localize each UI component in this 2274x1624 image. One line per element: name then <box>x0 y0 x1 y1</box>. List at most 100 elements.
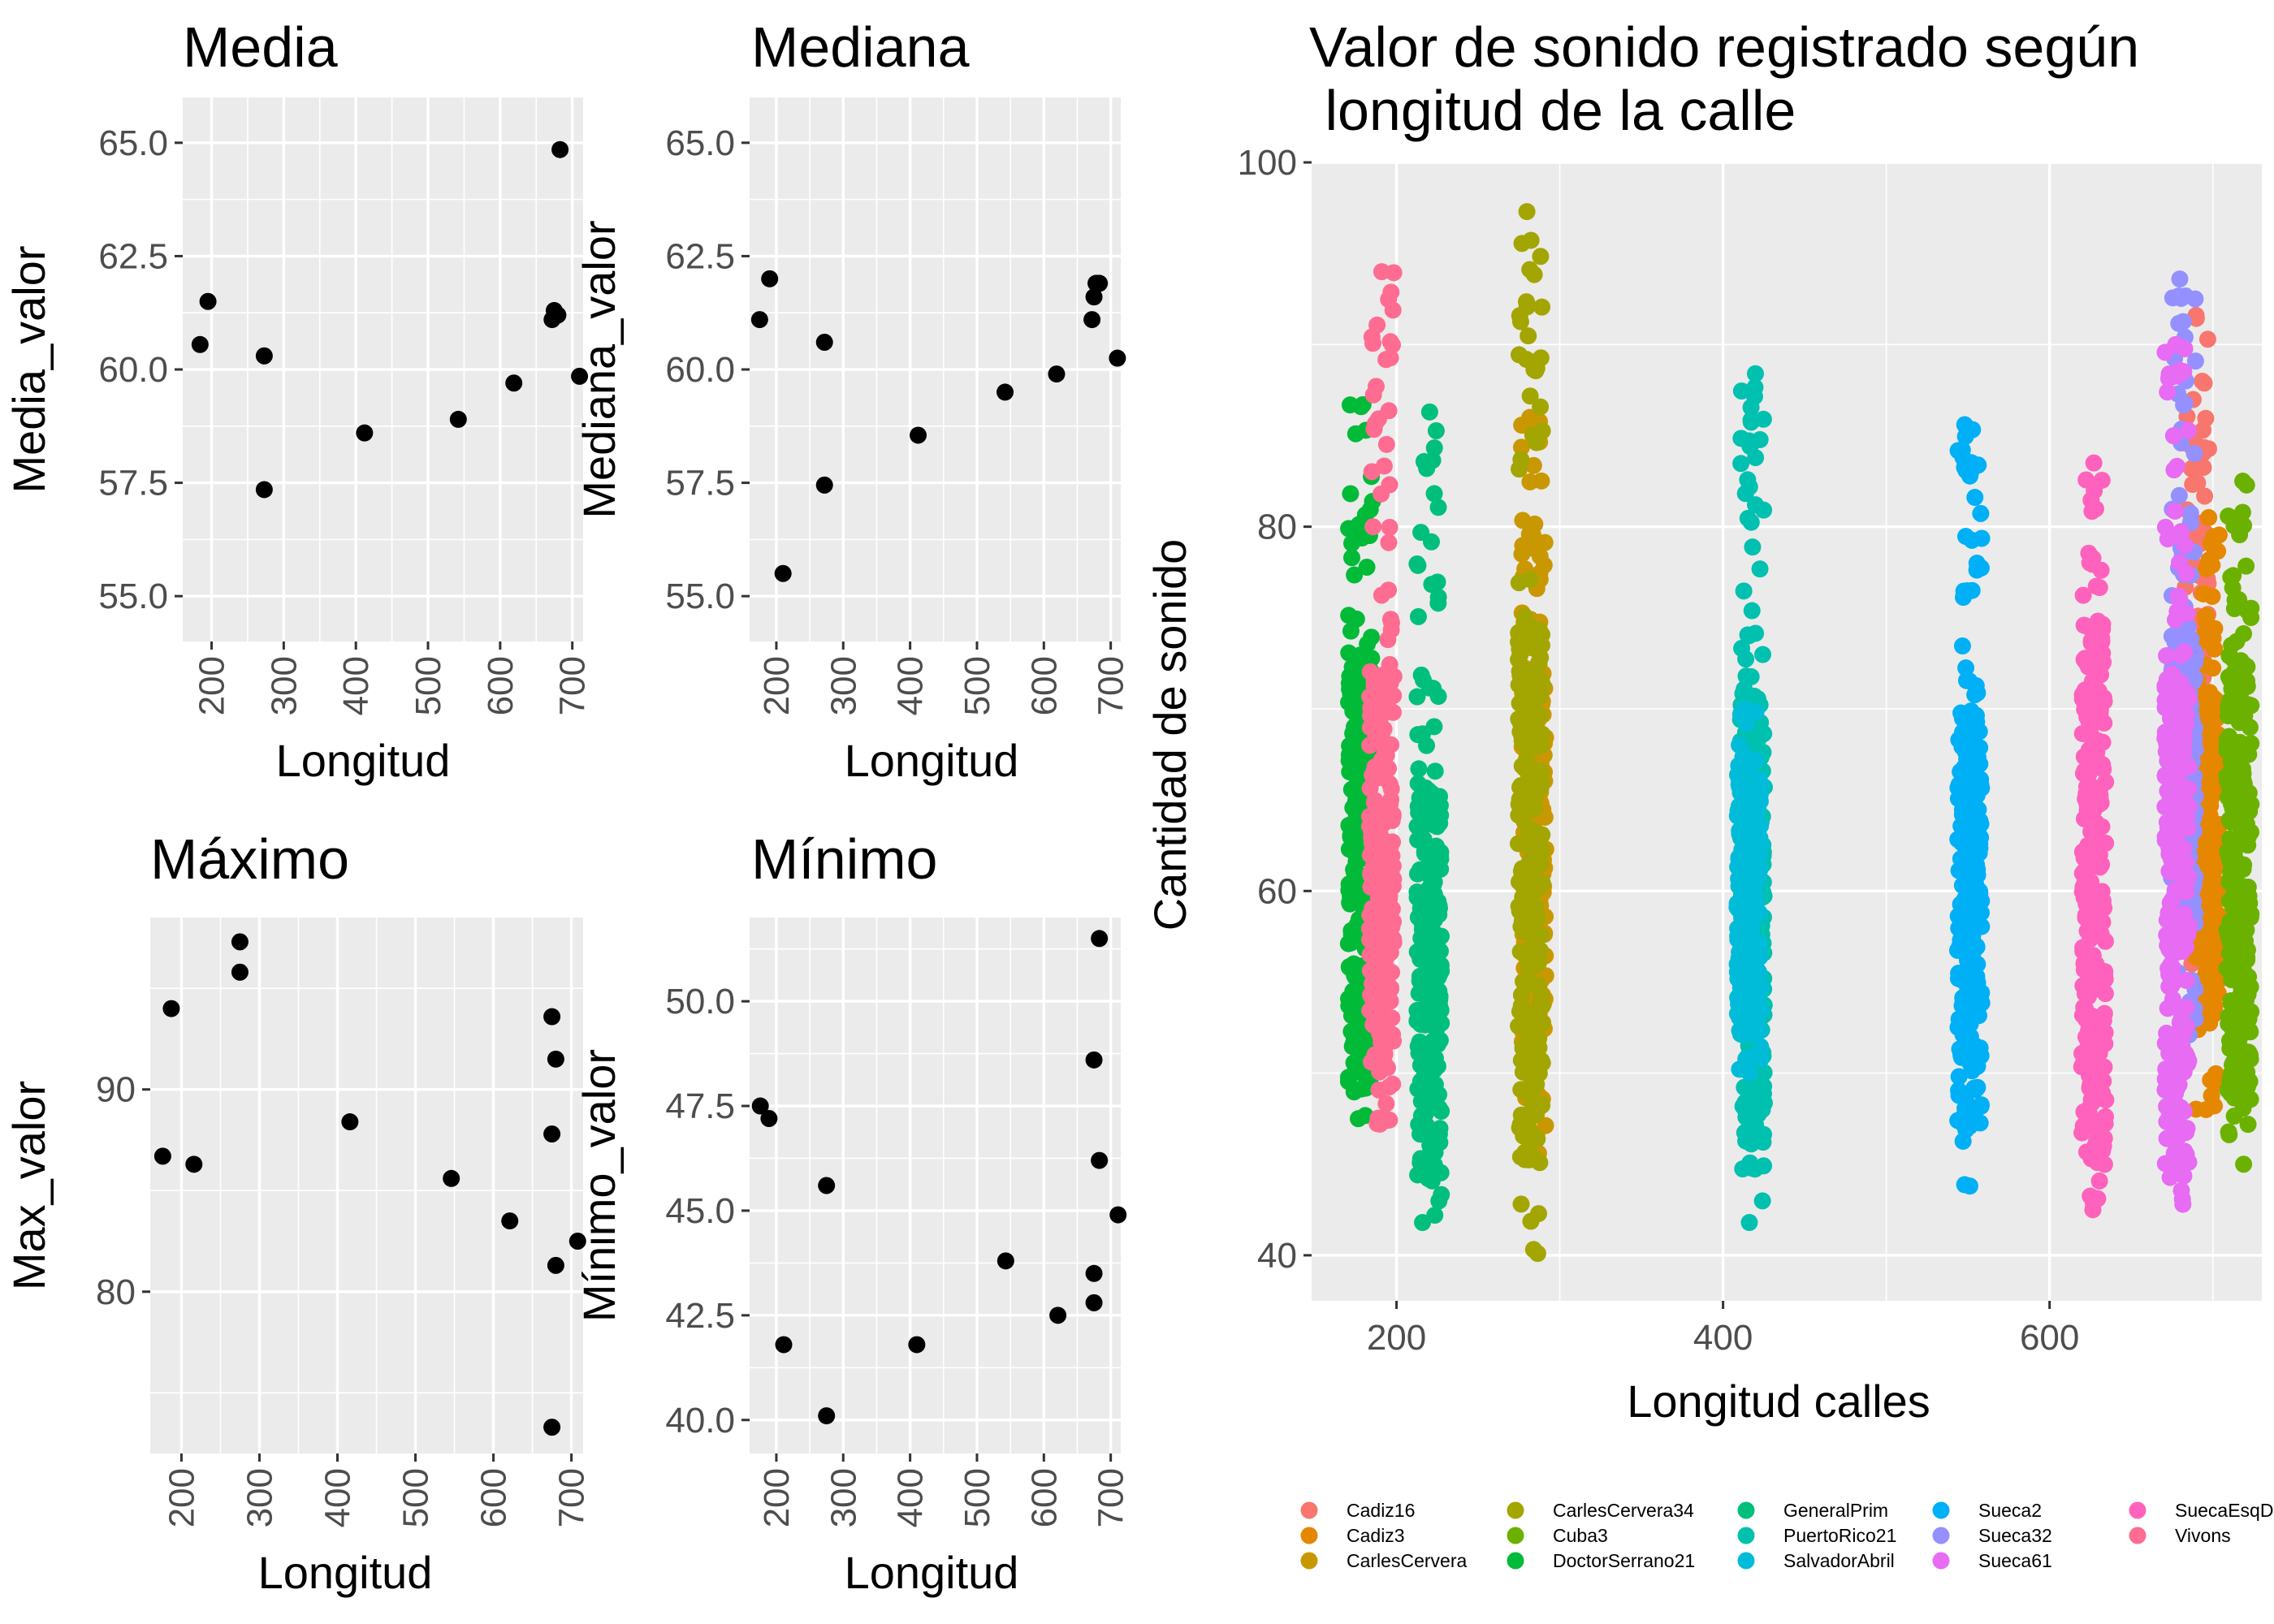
series-Vivons <box>1360 263 1403 1133</box>
data-point <box>1430 897 1448 915</box>
data-point <box>1736 943 1753 961</box>
data-point <box>1085 1051 1103 1069</box>
data-point <box>2242 1050 2259 1068</box>
data-point <box>2239 1116 2257 1134</box>
data-point <box>191 335 209 353</box>
data-point <box>910 426 927 444</box>
data-point <box>1949 831 1967 849</box>
data-point <box>1740 627 1757 645</box>
data-point <box>1520 525 1538 543</box>
data-point <box>2207 1065 2224 1082</box>
data-point <box>2194 372 2211 390</box>
data-point <box>2180 780 2198 797</box>
data-point <box>1969 684 1987 702</box>
y-tick-label: 40 <box>1257 1236 1297 1276</box>
data-point <box>2225 1107 2243 1125</box>
data-point <box>2237 921 2255 939</box>
data-point <box>1363 463 1381 481</box>
data-point <box>1516 1083 1534 1101</box>
data-point <box>1512 776 1530 794</box>
data-point <box>153 1147 171 1165</box>
data-point <box>2218 960 2236 978</box>
data-point <box>1342 549 1360 567</box>
data-point <box>1739 871 1757 889</box>
series-SalvadorAbril <box>1728 700 1770 1082</box>
data-point <box>2167 335 2185 353</box>
x-tick-label: 400 <box>891 656 931 715</box>
data-point <box>2078 852 2096 870</box>
data-point <box>2085 886 2103 904</box>
data-point <box>1514 621 1532 639</box>
data-point <box>1521 387 1539 405</box>
x-tick-label: 600 <box>481 656 521 715</box>
data-point <box>2170 287 2188 305</box>
data-point <box>1521 408 1539 426</box>
data-point <box>1426 1031 1444 1049</box>
legend-key <box>2129 1527 2146 1544</box>
data-point <box>751 1097 769 1115</box>
data-point <box>1521 571 1539 589</box>
data-point <box>341 1113 359 1131</box>
data-point <box>1429 857 1447 875</box>
data-point <box>1533 1052 1550 1069</box>
data-point <box>2158 671 2176 689</box>
data-point <box>2172 1061 2190 1079</box>
data-point <box>543 1125 561 1142</box>
data-point <box>1385 1032 1403 1050</box>
data-point <box>2089 612 2107 630</box>
data-point <box>1971 755 1989 773</box>
data-point <box>1344 1034 1362 1052</box>
data-point <box>1412 1080 1430 1098</box>
data-point <box>1385 931 1403 948</box>
data-point <box>2175 736 2193 754</box>
data-point <box>2091 853 2109 871</box>
data-point <box>1732 430 1750 447</box>
data-point <box>1513 732 1531 749</box>
x-tick-label: 600 <box>1024 1468 1064 1527</box>
data-point <box>1373 751 1390 769</box>
data-point <box>1342 828 1360 846</box>
data-point <box>1420 403 1438 421</box>
data-point <box>1381 611 1399 628</box>
data-point <box>1415 831 1433 849</box>
data-point <box>1371 1115 1389 1133</box>
data-point <box>2171 527 2189 545</box>
y-tick-label: 45.0 <box>665 1191 735 1231</box>
data-point <box>1346 566 1364 584</box>
data-point <box>1361 931 1379 949</box>
data-point <box>2076 650 2094 667</box>
data-point <box>501 1212 519 1230</box>
data-point <box>1381 992 1399 1010</box>
data-point <box>2168 825 2185 843</box>
data-point <box>1419 1169 1437 1187</box>
data-point <box>2231 653 2249 671</box>
data-point <box>1972 904 1990 922</box>
data-point <box>1521 473 1539 490</box>
y-tick-label: 60 <box>1257 871 1297 911</box>
data-point <box>1529 1012 1547 1030</box>
series-Sueca2 <box>1948 416 1991 1195</box>
data-point <box>1425 439 1443 457</box>
data-point <box>1968 555 1986 572</box>
data-point <box>2161 1168 2179 1186</box>
data-point <box>1514 1004 1532 1021</box>
data-point <box>1746 496 1764 514</box>
data-point <box>2242 823 2259 841</box>
data-point <box>2164 991 2181 1009</box>
data-point <box>1365 421 1383 438</box>
data-point <box>750 311 768 329</box>
y-axis-title: Mínimo_valor <box>573 1049 625 1322</box>
data-point <box>2224 1056 2242 1073</box>
data-point <box>1373 263 1390 281</box>
data-point <box>1364 518 1382 536</box>
data-point <box>1950 919 1968 937</box>
legend-label: Sueca61 <box>1978 1550 2052 1571</box>
y-tick-label: 80 <box>1257 508 1297 547</box>
data-point <box>1364 767 1381 784</box>
x-tick-label: 600 <box>474 1468 514 1527</box>
data-point <box>2092 925 2110 943</box>
data-point <box>1742 1106 1760 1124</box>
data-point <box>2186 290 2204 308</box>
data-point <box>1748 1045 1766 1063</box>
data-point <box>1349 976 1367 994</box>
